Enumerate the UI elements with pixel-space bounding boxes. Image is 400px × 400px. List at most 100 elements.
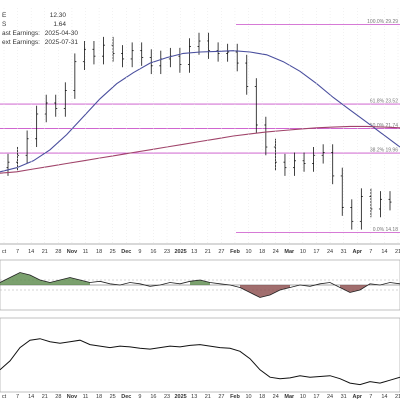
oscillator-positive-fill <box>0 277 10 285</box>
date-tick-label: Apr <box>352 394 362 400</box>
stat-label: S <box>2 21 7 28</box>
date-tick-label: 11 <box>83 394 89 400</box>
date-tick-label: 10 <box>300 394 306 400</box>
date-tick-label: 13 <box>191 394 197 400</box>
date-tick-label: 16 <box>150 394 156 400</box>
oscillator-positive-fill <box>200 280 210 285</box>
date-axis: ct 7 14 21 28 Nov 11 18 25 Dec 9 16 23 2025 13 21 27 Feb 1… <box>0 8 400 255</box>
stat-label: ast Earnings: <box>2 30 40 37</box>
moving-average-line-2 <box>0 125 400 174</box>
stat-value: 2025-04-30 <box>45 30 79 37</box>
date-tick-label: 24 <box>273 249 279 255</box>
date-tick-label: 14 <box>381 394 387 400</box>
date-tick-label: 21 <box>42 249 48 255</box>
date-tick-label: 16 <box>150 249 156 255</box>
indicator-frame <box>0 317 400 393</box>
date-tick-label: 21 <box>205 249 211 255</box>
header-stats: E 12.30 S 1.64 ast Earnings: 2025-04-30 … <box>2 12 78 46</box>
oscillator-negative-fill <box>240 285 250 293</box>
date-tick-label: ct <box>2 249 7 255</box>
oscillator-positive-fill <box>20 272 30 285</box>
price-panel: 100.0% 29.29 61.8% 23.52 50.0% 21.74 38.2% … <box>0 19 400 233</box>
date-tick-label: 18 <box>96 394 102 400</box>
moving-average-line-1 <box>0 50 400 173</box>
date-tick-label: 21 <box>42 394 48 400</box>
date-tick-label: 21 <box>205 394 211 400</box>
stat-label: E <box>2 12 7 19</box>
oscillator-panel <box>0 259 400 311</box>
date-tick-label: 11 <box>83 249 89 255</box>
date-tick-label: Dec <box>121 394 131 400</box>
stat-value: 12.30 <box>50 12 67 19</box>
date-tick-label: 14 <box>28 394 34 400</box>
indicator-panel: ct 7 14 21 28 Nov 11 18 25 Dec 9 16 23 2025 13 21 27 Feb 1… <box>0 317 400 400</box>
date-tick-label: Nov <box>67 394 78 400</box>
fib-level-label: 100.0% 29.29 <box>367 19 398 25</box>
date-tick-label: 28 <box>55 394 61 400</box>
date-tick-label: 24 <box>327 249 333 255</box>
fib-level-label: 61.8% 23.52 <box>370 99 398 105</box>
date-tick-label: 18 <box>259 249 265 255</box>
date-tick-label: 21 <box>395 249 400 255</box>
date-tick-label: 17 <box>313 394 319 400</box>
date-tick-label: Feb <box>230 249 240 255</box>
oscillator-positive-fill <box>30 275 40 285</box>
oscillator-line <box>0 272 400 298</box>
date-tick-label: 9 <box>138 249 141 255</box>
date-tick-label: 28 <box>55 249 61 255</box>
date-tick-label: Mar <box>284 249 295 255</box>
date-tick-label: 18 <box>259 394 265 400</box>
oscillator-positive-fill <box>40 280 50 285</box>
oscillator-negative-fill <box>340 285 350 293</box>
date-tick-label: 13 <box>191 249 197 255</box>
date-tick-label: 18 <box>96 249 102 255</box>
date-tick-label: 2025 <box>174 249 186 255</box>
date-tick-label: 2025 <box>174 394 186 400</box>
fib-level-label: 50.0% 21.74 <box>370 123 398 129</box>
date-tick-label: 10 <box>245 249 251 255</box>
date-tick-label: 23 <box>164 249 170 255</box>
date-tick-label: 7 <box>16 249 19 255</box>
oscillator-positive-fill <box>80 280 90 285</box>
indicator-line <box>0 338 400 386</box>
date-tick-label: 10 <box>245 394 251 400</box>
date-tick-label: Dec <box>121 249 131 255</box>
oscillator-negative-fill <box>270 285 280 295</box>
oscillator-positive-fill <box>10 272 20 285</box>
date-tick-label: 17 <box>313 249 319 255</box>
stat-value: 2025-07-31 <box>45 39 79 46</box>
oscillator-frame <box>0 259 400 311</box>
oscillator-negative-fill <box>280 285 290 290</box>
date-tick-label: 9 <box>138 394 141 400</box>
date-tick-label: 27 <box>218 249 224 255</box>
date-tick-label: 23 <box>164 394 170 400</box>
date-tick-label: 31 <box>341 394 347 400</box>
date-tick-label: 7 <box>369 249 372 255</box>
date-tick-label: 24 <box>327 394 333 400</box>
fib-level-label: 38.2% 19.96 <box>370 148 398 154</box>
oscillator-negative-fill <box>260 285 270 298</box>
date-tick-label: 24 <box>273 394 279 400</box>
date-tick-label: 31 <box>341 249 347 255</box>
date-tick-label: Apr <box>352 249 362 255</box>
stat-value: 1.64 <box>53 21 66 28</box>
oscillator-positive-fill <box>50 280 60 285</box>
fib-level-label: 0.0% 14.18 <box>373 227 399 233</box>
date-tick-label: 7 <box>16 394 19 400</box>
date-tick-label: 25 <box>110 394 116 400</box>
date-tick-label: 25 <box>110 249 116 255</box>
date-tick-label: Mar <box>284 394 295 400</box>
date-tick-label: 10 <box>300 249 306 255</box>
date-tick-label: 21 <box>395 394 400 400</box>
date-tick-label: Feb <box>230 394 240 400</box>
date-tick-label: 7 <box>369 394 372 400</box>
stat-label: ext Earnings: <box>2 39 40 46</box>
date-tick-label: 14 <box>381 249 387 255</box>
date-tick-label: 14 <box>28 249 34 255</box>
date-tick-label: Nov <box>67 249 78 255</box>
date-tick-label: 27 <box>218 394 224 400</box>
oscillator-negative-fill <box>250 285 260 298</box>
date-tick-label: ct <box>2 394 7 400</box>
